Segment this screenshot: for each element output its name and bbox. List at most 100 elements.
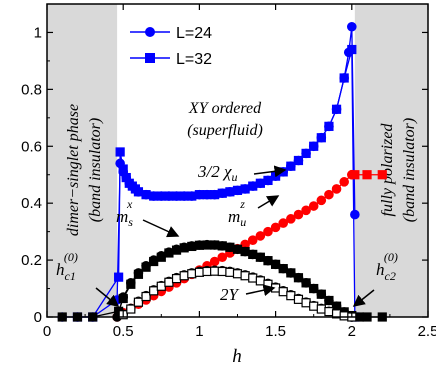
legend: L=24 L=32: [122, 12, 240, 68]
data-point: [187, 191, 197, 201]
data-point: [293, 273, 304, 283]
data-point: [225, 242, 235, 252]
legend-label-l32: L=32: [176, 51, 212, 68]
data-point: [149, 256, 159, 267]
data-point: [202, 190, 212, 200]
data-point: [240, 271, 250, 281]
data-point: [202, 240, 212, 250]
data-point: [278, 287, 288, 297]
annotation-hc1-sup: (0): [64, 250, 78, 264]
legend-marker-l24: [145, 27, 155, 37]
data-point: [179, 243, 189, 253]
data-point: [248, 249, 258, 259]
annotation-msx: msx: [116, 197, 133, 229]
data-point: [118, 164, 128, 174]
center-text-line-1: XY ordered: [188, 100, 262, 117]
region-right-line-2: (band insulator): [401, 118, 418, 222]
data-point: [346, 21, 357, 32]
data-point: [240, 246, 250, 257]
annotation-hc1-arrow: [95, 287, 120, 307]
data-point: [118, 293, 128, 304]
data-point: [339, 311, 349, 321]
annotation-muz-text: m: [228, 207, 240, 226]
data-point: [171, 273, 182, 284]
annotation-hc1-text: h: [56, 260, 65, 279]
data-point: [240, 184, 250, 194]
data-point: [164, 277, 174, 287]
data-point: [293, 209, 304, 220]
y-tick-label: 0.6: [21, 138, 42, 155]
data-point: [255, 231, 266, 241]
region-right-line-1: fully polarized: [379, 123, 396, 217]
data-point: [255, 178, 265, 188]
data-point: [210, 266, 220, 276]
annotation-chi-text: 3/2 χ: [197, 162, 232, 181]
data-point: [278, 167, 288, 177]
data-point: [263, 226, 273, 237]
x-tick-label: 2.5: [418, 323, 436, 340]
data-point: [263, 256, 273, 266]
annotation-chi-sub: u: [231, 170, 237, 184]
annotation-hc2-sup: (0): [384, 250, 398, 264]
annotation-hc2-sub: c2: [385, 269, 396, 283]
data-point: [126, 279, 136, 289]
data-point: [210, 240, 220, 250]
series-3: [350, 170, 387, 180]
data-point: [217, 241, 227, 251]
annotation-chi: 3/2 χu: [197, 162, 237, 184]
data-point: [187, 269, 197, 279]
x-tick-label: 0.5: [113, 323, 134, 340]
data-point: [133, 269, 144, 279]
annotation-msx-sup: x: [126, 197, 133, 211]
data-point: [324, 295, 334, 306]
annotation-msx-arrow: [142, 219, 180, 238]
data-point: [301, 298, 311, 308]
annotation-msx-sub: s: [128, 215, 133, 229]
data-point: [324, 121, 334, 131]
annotation-muz-arrow: [257, 195, 280, 209]
data-point: [324, 306, 334, 317]
data-point: [171, 191, 182, 201]
data-point: [114, 272, 124, 282]
annotation-muz: muz: [228, 197, 246, 229]
data-point: [149, 191, 159, 201]
data-point: [133, 297, 144, 307]
data-point: [350, 170, 360, 180]
annotation-hc1-sub: c1: [65, 269, 76, 283]
y-tick-label: 0.4: [21, 195, 42, 212]
data-point: [179, 191, 189, 201]
data-point: [141, 190, 151, 200]
data-point: [271, 171, 281, 181]
data-point: [141, 291, 151, 302]
y-tick-label: 0.8: [21, 81, 42, 98]
data-point: [271, 259, 281, 269]
region-left-line-1: dimer−singlet phase: [65, 104, 82, 236]
x-tick-label: 0: [43, 323, 51, 340]
annotation-upsilon-arrow: [245, 284, 276, 297]
data-point: [194, 267, 204, 277]
data-point: [309, 283, 319, 294]
data-point: [339, 177, 349, 187]
data-point: [278, 218, 289, 228]
data-point: [217, 266, 227, 277]
data-point: [293, 155, 304, 166]
data-point: [179, 271, 189, 281]
y-tick-label: 0.2: [21, 252, 42, 269]
data-point: [286, 268, 296, 278]
data-point: [164, 191, 174, 201]
data-point: [202, 266, 212, 277]
data-point: [350, 209, 360, 220]
data-point: [309, 301, 319, 311]
data-point: [301, 205, 311, 216]
data-point: [293, 294, 304, 304]
region-1: [354, 4, 428, 317]
data-point: [286, 161, 296, 171]
data-point: [324, 189, 334, 200]
x-tick-label: 2: [348, 323, 356, 340]
region-left-line-2: (band insulator): [87, 118, 104, 222]
annotation-hc2-arrow: [352, 289, 375, 307]
data-point: [347, 44, 357, 55]
data-point: [263, 279, 273, 289]
data-point: [248, 181, 258, 191]
data-point: [217, 188, 227, 198]
